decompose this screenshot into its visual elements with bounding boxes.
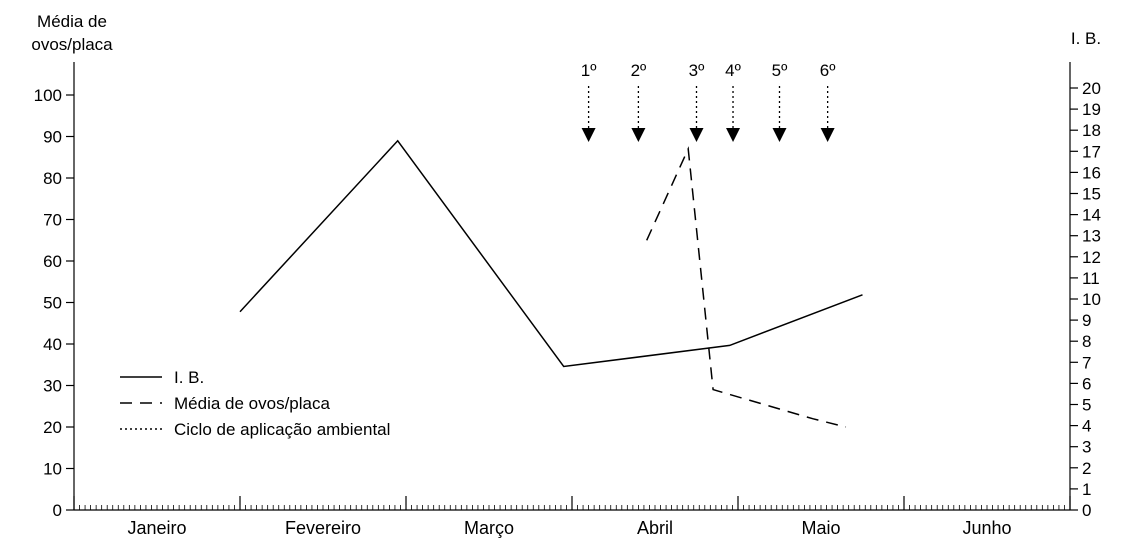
right-tick-label: 8 [1082, 332, 1091, 351]
month-label: Janeiro [127, 518, 186, 538]
right-axis-title: I. B. [1071, 29, 1101, 48]
application-arrow-head [820, 128, 835, 142]
month-label: Março [464, 518, 514, 538]
application-label: 1º [581, 61, 597, 80]
legend-label-ovos: Média de ovos/placa [174, 394, 330, 413]
right-tick-label: 20 [1082, 79, 1101, 98]
month-label: Abril [637, 518, 673, 538]
application-arrow-head [581, 128, 596, 142]
month-label: Fevereiro [285, 518, 361, 538]
right-tick-label: 17 [1082, 142, 1101, 161]
left-axis-ticks: 0 10 20 30 40 50 60 70 80 90 100 [34, 86, 74, 520]
series-layer [239, 139, 863, 428]
right-tick-label: 5 [1082, 396, 1091, 415]
x-axis-ticks [73, 496, 1071, 510]
application-arrow-head [689, 128, 704, 142]
right-tick-label: 7 [1082, 353, 1091, 372]
left-tick-label: 0 [53, 501, 62, 520]
left-tick-label: 80 [43, 169, 62, 188]
left-tick-label: 10 [43, 460, 62, 479]
right-tick-label: 18 [1082, 121, 1101, 140]
left-tick-label: 90 [43, 128, 62, 147]
legend-label-ciclo: Ciclo de aplicação ambiental [174, 420, 390, 439]
right-tick-label: 2 [1082, 459, 1091, 478]
left-tick-label: 40 [43, 335, 62, 354]
month-label: Junho [962, 518, 1011, 538]
right-tick-label: 12 [1082, 248, 1101, 267]
application-label: 6º [820, 61, 836, 80]
legend-label-ib: I. B. [174, 368, 204, 387]
application-arrow-head [631, 128, 646, 142]
right-tick-label: 10 [1082, 290, 1101, 309]
application-label: 2º [631, 61, 647, 80]
left-tick-label: 30 [43, 377, 62, 396]
right-tick-label: 14 [1082, 206, 1101, 225]
left-tick-label: 50 [43, 294, 62, 313]
right-tick-label: 11 [1082, 269, 1100, 288]
right-tick-label: 3 [1082, 438, 1091, 457]
month-labels: Janeiro Fevereiro Março Abril Maio Junho [127, 518, 1011, 538]
right-tick-label: 9 [1082, 311, 1091, 330]
left-tick-label: 100 [34, 86, 62, 105]
left-axis-title-line-1: Média de [37, 12, 107, 31]
application-arrow-head [772, 128, 787, 142]
right-tick-label: 16 [1082, 163, 1101, 182]
left-axis-title: Média de ovos/placa [31, 12, 113, 54]
right-tick-label: 0 [1082, 501, 1091, 520]
axes [73, 62, 1071, 511]
right-tick-label: 6 [1082, 374, 1091, 393]
legend: I. B. Média de ovos/placa Ciclo de aplic… [120, 368, 390, 439]
left-tick-label: 70 [43, 211, 62, 230]
left-tick-label: 20 [43, 418, 62, 437]
right-tick-label: 15 [1082, 185, 1101, 204]
application-label: 4º [725, 61, 741, 80]
series-line [646, 146, 847, 428]
series-line [239, 139, 863, 368]
application-label: 5º [772, 61, 788, 80]
left-tick-label: 60 [43, 252, 62, 271]
month-label: Maio [801, 518, 840, 538]
left-axis-title-line-2: ovos/placa [31, 35, 113, 54]
right-tick-label: 4 [1082, 417, 1091, 436]
right-tick-label: 19 [1082, 100, 1101, 119]
right-tick-label: 1 [1082, 480, 1091, 499]
right-tick-label: 13 [1082, 227, 1101, 246]
application-markers: 1º 2º 3º 4º 5º 6º [581, 61, 836, 142]
application-arrow-head [726, 128, 741, 142]
application-label: 3º [689, 61, 705, 80]
